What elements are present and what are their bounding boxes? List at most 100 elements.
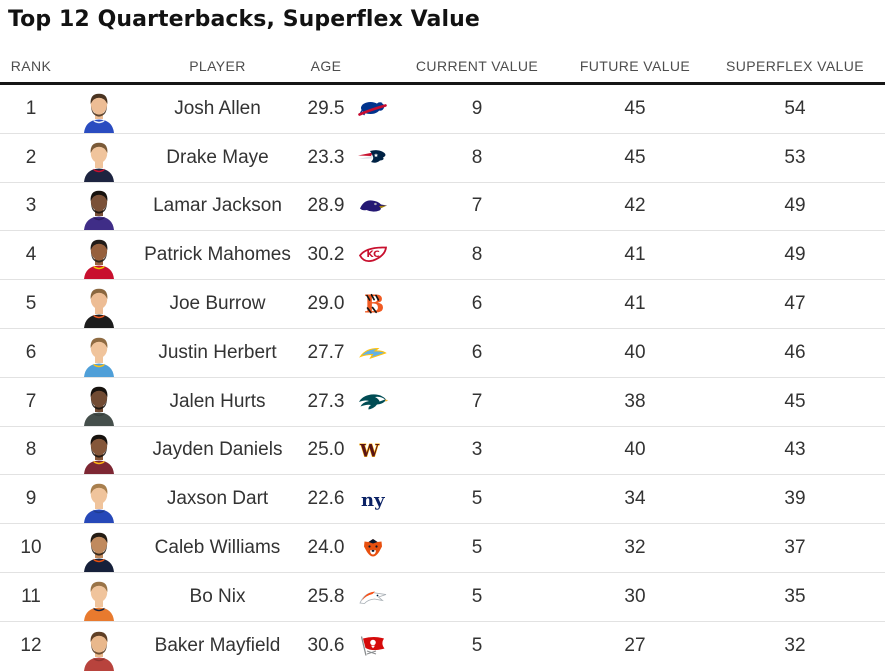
- player-photo: [62, 475, 135, 524]
- team-logo-cin-icon: B: [352, 293, 394, 315]
- current-value: 6: [471, 293, 483, 315]
- table-body: 1 Josh Allen 29.5 9 45 54 2 Drake Maye 23.3 8 45 53…: [0, 85, 885, 671]
- player-name: Bo Nix: [189, 585, 246, 607]
- table-row: 10 Caleb Williams 24.0 5 32 37: [0, 524, 885, 573]
- team-logo-ne-icon: [352, 147, 394, 169]
- player-name: Josh Allen: [174, 97, 261, 119]
- current-value: 5: [471, 635, 483, 657]
- table-row: 4 Patrick Mahomes 30.2 KC 8 41 49: [0, 231, 885, 281]
- player-photo: [62, 85, 135, 133]
- table-row: 3 Lamar Jackson 28.9 7 42 49: [0, 183, 885, 232]
- future-value: 41: [624, 293, 646, 315]
- current-value: 7: [471, 195, 483, 217]
- player-age: 29.0: [307, 293, 345, 315]
- superflex-value: 39: [784, 488, 806, 510]
- player-name: Jalen Hurts: [169, 390, 266, 412]
- current-value: 5: [471, 585, 483, 607]
- player-name: Jaxson Dart: [166, 488, 269, 510]
- table-row: 11 Bo Nix 25.8 5 30 35: [0, 573, 885, 622]
- player-age: 30.2: [307, 244, 345, 266]
- superflex-value: 54: [784, 97, 806, 119]
- rank-cell: 2: [25, 146, 37, 168]
- svg-text:KC: KC: [367, 250, 381, 260]
- table-row: 2 Drake Maye 23.3 8 45 53: [0, 134, 885, 183]
- player-name: Justin Herbert: [158, 341, 277, 363]
- svg-text:W: W: [359, 442, 380, 462]
- player-name: Caleb Williams: [154, 537, 281, 559]
- player-age: 24.0: [307, 537, 345, 559]
- future-value: 40: [624, 341, 646, 363]
- rank-cell: 12: [20, 635, 42, 657]
- table-row: 7 Jalen Hurts 27.3 7 38 45: [0, 378, 885, 427]
- header-player: PLAYER: [189, 58, 246, 74]
- current-value: 7: [471, 390, 483, 412]
- superflex-value: 49: [784, 195, 806, 217]
- superflex-value: 37: [784, 537, 806, 559]
- player-photo: [62, 183, 135, 231]
- page-title: Top 12 Quarterbacks, Superflex Value: [8, 7, 480, 32]
- team-logo-buf-icon: [352, 98, 394, 120]
- future-value: 45: [624, 146, 646, 168]
- player-name: Jayden Daniels: [152, 439, 283, 461]
- player-name: Patrick Mahomes: [144, 244, 291, 266]
- player-photo: [62, 427, 135, 475]
- current-value: 6: [471, 341, 483, 363]
- player-age: 29.5: [307, 97, 345, 119]
- player-name: Lamar Jackson: [153, 195, 282, 217]
- player-photo: [62, 231, 135, 280]
- superflex-value: 35: [784, 585, 806, 607]
- player-photo: [62, 573, 135, 621]
- superflex-value: 43: [784, 439, 806, 461]
- rank-cell: 10: [20, 537, 42, 559]
- superflex-value: 47: [784, 293, 806, 315]
- player-photo: [62, 378, 135, 426]
- future-value: 42: [624, 195, 646, 217]
- table-row: 8 Jayden Daniels 25.0 W 3 40 43: [0, 427, 885, 476]
- team-logo-lac-icon: [352, 342, 394, 364]
- superflex-value: 53: [784, 146, 806, 168]
- rank-cell: 1: [25, 97, 37, 119]
- player-photo: [62, 622, 135, 671]
- rank-cell: 8: [25, 439, 37, 461]
- header-current-value: CURRENT VALUE: [415, 58, 539, 74]
- future-value: 32: [624, 537, 646, 559]
- team-logo-bal-icon: [352, 195, 394, 217]
- future-value: 45: [624, 97, 646, 119]
- future-value: 34: [624, 488, 646, 510]
- table-row: 5 Joe Burrow 29.0 B 6 41 47: [0, 280, 885, 329]
- team-logo-phi-icon: [352, 391, 394, 413]
- table-row: 1 Josh Allen 29.5 9 45 54: [0, 85, 885, 134]
- header-age: AGE: [310, 58, 342, 74]
- future-value: 27: [624, 635, 646, 657]
- player-photo: [62, 329, 135, 377]
- svg-text:ny: ny: [361, 490, 385, 510]
- future-value: 30: [624, 585, 646, 607]
- team-logo-den-icon: [352, 586, 394, 608]
- player-age: 22.6: [307, 488, 345, 510]
- team-logo-was-icon: W: [352, 439, 394, 461]
- current-value: 3: [471, 439, 483, 461]
- rank-cell: 6: [25, 341, 37, 363]
- superflex-value: 46: [784, 341, 806, 363]
- player-name: Joe Burrow: [169, 293, 266, 315]
- team-logo-kc-icon: KC: [352, 244, 394, 266]
- player-photo: [62, 524, 135, 572]
- rank-cell: 5: [25, 293, 37, 315]
- player-age: 25.8: [307, 585, 345, 607]
- player-age: 25.0: [307, 439, 345, 461]
- current-value: 5: [471, 537, 483, 559]
- team-logo-chi-icon: [352, 537, 394, 559]
- player-age: 27.7: [307, 341, 345, 363]
- player-age: 23.3: [307, 146, 345, 168]
- table-row: 6 Justin Herbert 27.7 6 40 46: [0, 329, 885, 378]
- current-value: 8: [471, 244, 483, 266]
- future-value: 38: [624, 390, 646, 412]
- player-age: 28.9: [307, 195, 345, 217]
- rank-cell: 3: [25, 195, 37, 217]
- rank-cell: 9: [25, 488, 37, 510]
- future-value: 41: [624, 244, 646, 266]
- team-logo-nyg-icon: ny: [352, 488, 394, 510]
- player-photo: [62, 280, 135, 328]
- header-superflex-value: SUPERFLEX VALUE: [725, 58, 864, 74]
- player-age: 27.3: [307, 390, 345, 412]
